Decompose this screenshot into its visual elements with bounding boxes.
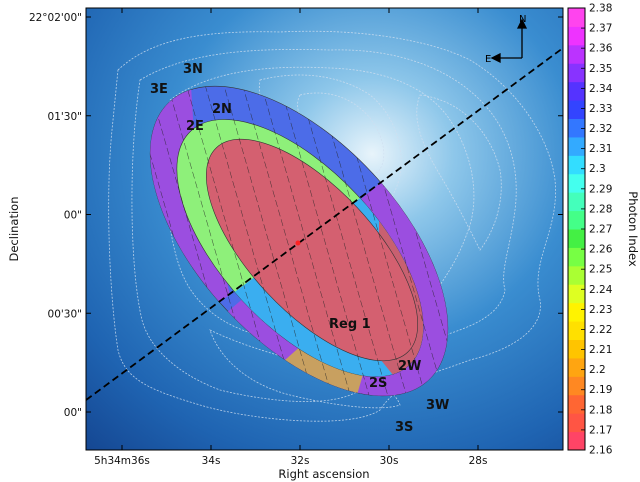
colorbar-tick-label: 2.18 xyxy=(589,404,612,416)
y-axis: 22°02'00" 01'30" 00" 00'30" 00" xyxy=(29,12,563,419)
region-label-3e: 3E xyxy=(150,82,168,97)
y-tick-label: 01'30" xyxy=(48,111,82,123)
region-label-3n: 3N xyxy=(183,62,203,77)
colorbar-tick-label: 2.31 xyxy=(589,143,612,155)
colorbar-segment xyxy=(568,81,585,101)
colorbar-segment xyxy=(568,8,585,27)
x-tick-label: 34s xyxy=(202,455,221,467)
colorbar-tick-label: 2.33 xyxy=(589,103,612,115)
colorbar-segment xyxy=(568,321,585,340)
compass-north-head xyxy=(516,18,528,29)
colorbar-tick-label: 2.27 xyxy=(589,224,612,236)
center-marker xyxy=(295,240,301,246)
region-label-2e: 2E xyxy=(186,119,204,134)
colorbar-segment xyxy=(568,431,585,451)
colorbar-segment xyxy=(568,247,585,267)
colorbar-segment xyxy=(568,210,585,230)
colorbar-tick-label: 2.21 xyxy=(589,344,612,356)
y-tick-label: 00'30" xyxy=(48,308,82,320)
y-tick-label: 00" xyxy=(64,407,82,419)
colorbar-segment xyxy=(568,376,585,396)
x-tick-label: 32s xyxy=(291,455,310,467)
colorbar-tick-label: 2.34 xyxy=(589,83,613,95)
colorbar-segment xyxy=(568,26,585,46)
contour-line xyxy=(297,92,385,175)
colorbar-segment xyxy=(568,413,585,433)
colorbar-segment xyxy=(568,100,585,119)
colorbar-segment xyxy=(568,173,585,193)
region-label-reg-1: Reg 1 xyxy=(329,317,371,332)
colorbar-tick-label: 2.2 xyxy=(589,364,606,376)
compass-north-label: N xyxy=(519,14,526,25)
compass xyxy=(490,18,528,64)
colorbar-tick-label: 2.32 xyxy=(589,123,612,135)
colorbar-segment xyxy=(568,63,585,83)
colorbar-segment xyxy=(568,136,585,156)
colorbar-segment xyxy=(568,155,585,175)
colorbar-tick-label: 2.24 xyxy=(589,284,613,296)
compass-east-label: E xyxy=(485,54,491,65)
x-tick-label: 30s xyxy=(380,455,399,467)
colorbar-tick-label: 2.26 xyxy=(589,244,613,256)
contour-line xyxy=(416,94,502,251)
x-tick-label: 28s xyxy=(469,455,488,467)
plot-frame xyxy=(85,7,564,451)
colorbar-tick-label: 2.3 xyxy=(589,163,606,175)
contour-line xyxy=(131,49,517,402)
colorbar-tick-label: 2.29 xyxy=(589,183,612,195)
colorbar-segment xyxy=(568,229,585,248)
compass-east-head xyxy=(490,52,501,64)
region-label-2s: 2S xyxy=(369,376,387,391)
colorbar-tick-label: 2.37 xyxy=(589,23,612,35)
colorbar-segment xyxy=(568,192,585,212)
colorbar-tick-label: 2.25 xyxy=(589,264,612,276)
colorbar-title: Photon Index xyxy=(626,191,640,267)
colorbar-tick-label: 2.19 xyxy=(589,384,612,396)
colorbar-segment xyxy=(568,44,585,64)
x-tick-label: 5h34m36s xyxy=(94,455,150,467)
colorbar-segment xyxy=(568,339,585,359)
region-label-3s: 3S xyxy=(395,420,413,435)
colorbar: 2.16 2.17 2.18 2.19 2.2 2.21 2.22 2.23 2.24 2.25 2… xyxy=(567,3,613,457)
colorbar-tick-label: 2.23 xyxy=(589,304,612,316)
colorbar-segment xyxy=(568,394,585,414)
colorbar-tick-label: 2.38 xyxy=(589,3,612,15)
contour-line xyxy=(164,66,475,343)
x-axis: 5h34m36s 34s 32s 30s 28s xyxy=(94,8,487,467)
region-labels: Reg 1 2N 2E 2S 2W 3N 3E 3S 3W xyxy=(150,62,449,435)
colorbar-tick-label: 2.16 xyxy=(589,445,613,457)
colorbar-segment xyxy=(568,118,585,138)
colorbar-tick-label: 2.36 xyxy=(589,43,613,55)
region-label-2n: 2N xyxy=(212,102,232,117)
contour-line xyxy=(108,30,556,422)
region-label-3w: 3W xyxy=(426,398,449,413)
colorbar-tick-label: 2.22 xyxy=(589,324,612,336)
colorbar-segment xyxy=(568,357,585,377)
x-axis-title: Right ascension xyxy=(278,467,369,481)
colorbar-segment xyxy=(568,284,585,304)
colorbar-segment xyxy=(568,265,585,285)
colorbar-tick-label: 2.35 xyxy=(589,63,612,75)
colorbar-tick-label: 2.17 xyxy=(589,424,612,436)
colorbar-tick-label: 2.28 xyxy=(589,203,612,215)
y-axis-title: Declination xyxy=(7,196,21,261)
y-tick-label: 22°02'00" xyxy=(29,12,82,24)
y-tick-label: 00" xyxy=(64,210,82,222)
colorbar-segment xyxy=(568,302,585,322)
region-label-2w: 2W xyxy=(398,359,421,374)
